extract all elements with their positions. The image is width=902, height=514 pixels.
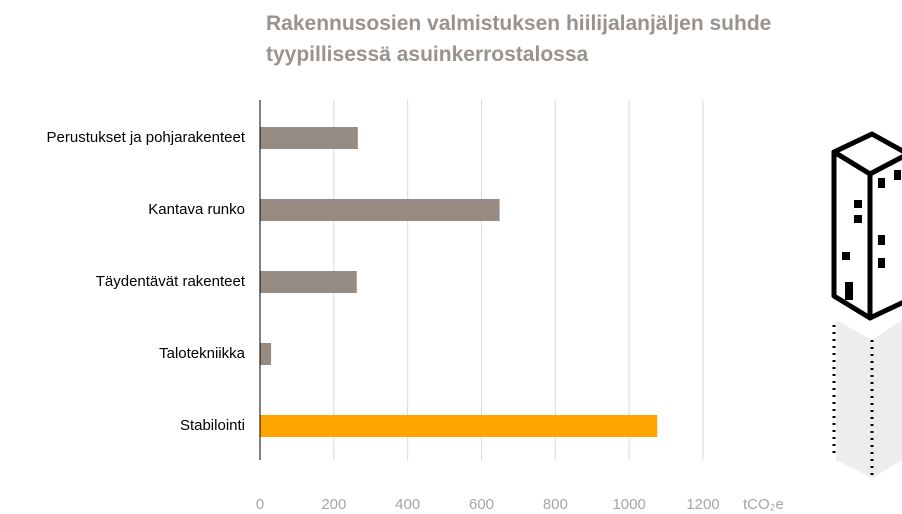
y-tick-label: Talotekniikka bbox=[159, 345, 246, 362]
y-tick-label: Kantava runko bbox=[148, 201, 245, 218]
y-tick-label: Stabilointi bbox=[180, 417, 245, 434]
x-tick-label: 800 bbox=[543, 496, 568, 513]
x-tick-label: 400 bbox=[395, 496, 420, 513]
bar bbox=[260, 271, 357, 293]
x-tick-label: 1000 bbox=[612, 496, 645, 513]
x-tick-label: 600 bbox=[469, 496, 494, 513]
building-icon bbox=[831, 131, 902, 478]
x-tick-label: 1200 bbox=[686, 496, 719, 513]
x-tick-label: 0 bbox=[256, 496, 264, 513]
bar bbox=[260, 415, 658, 437]
bar bbox=[260, 127, 358, 149]
chart-title: Rakennusosien valmistuksen hiilijalanjäl… bbox=[266, 12, 772, 66]
y-tick-label: Täydentävät rakenteet bbox=[96, 273, 246, 290]
bar bbox=[260, 199, 500, 221]
x-axis-label: tCO₂e bbox=[743, 496, 784, 513]
y-tick-label: Perustukset ja pohjarakenteet bbox=[47, 129, 246, 146]
bar bbox=[260, 343, 272, 365]
x-tick-label: 200 bbox=[321, 496, 346, 513]
